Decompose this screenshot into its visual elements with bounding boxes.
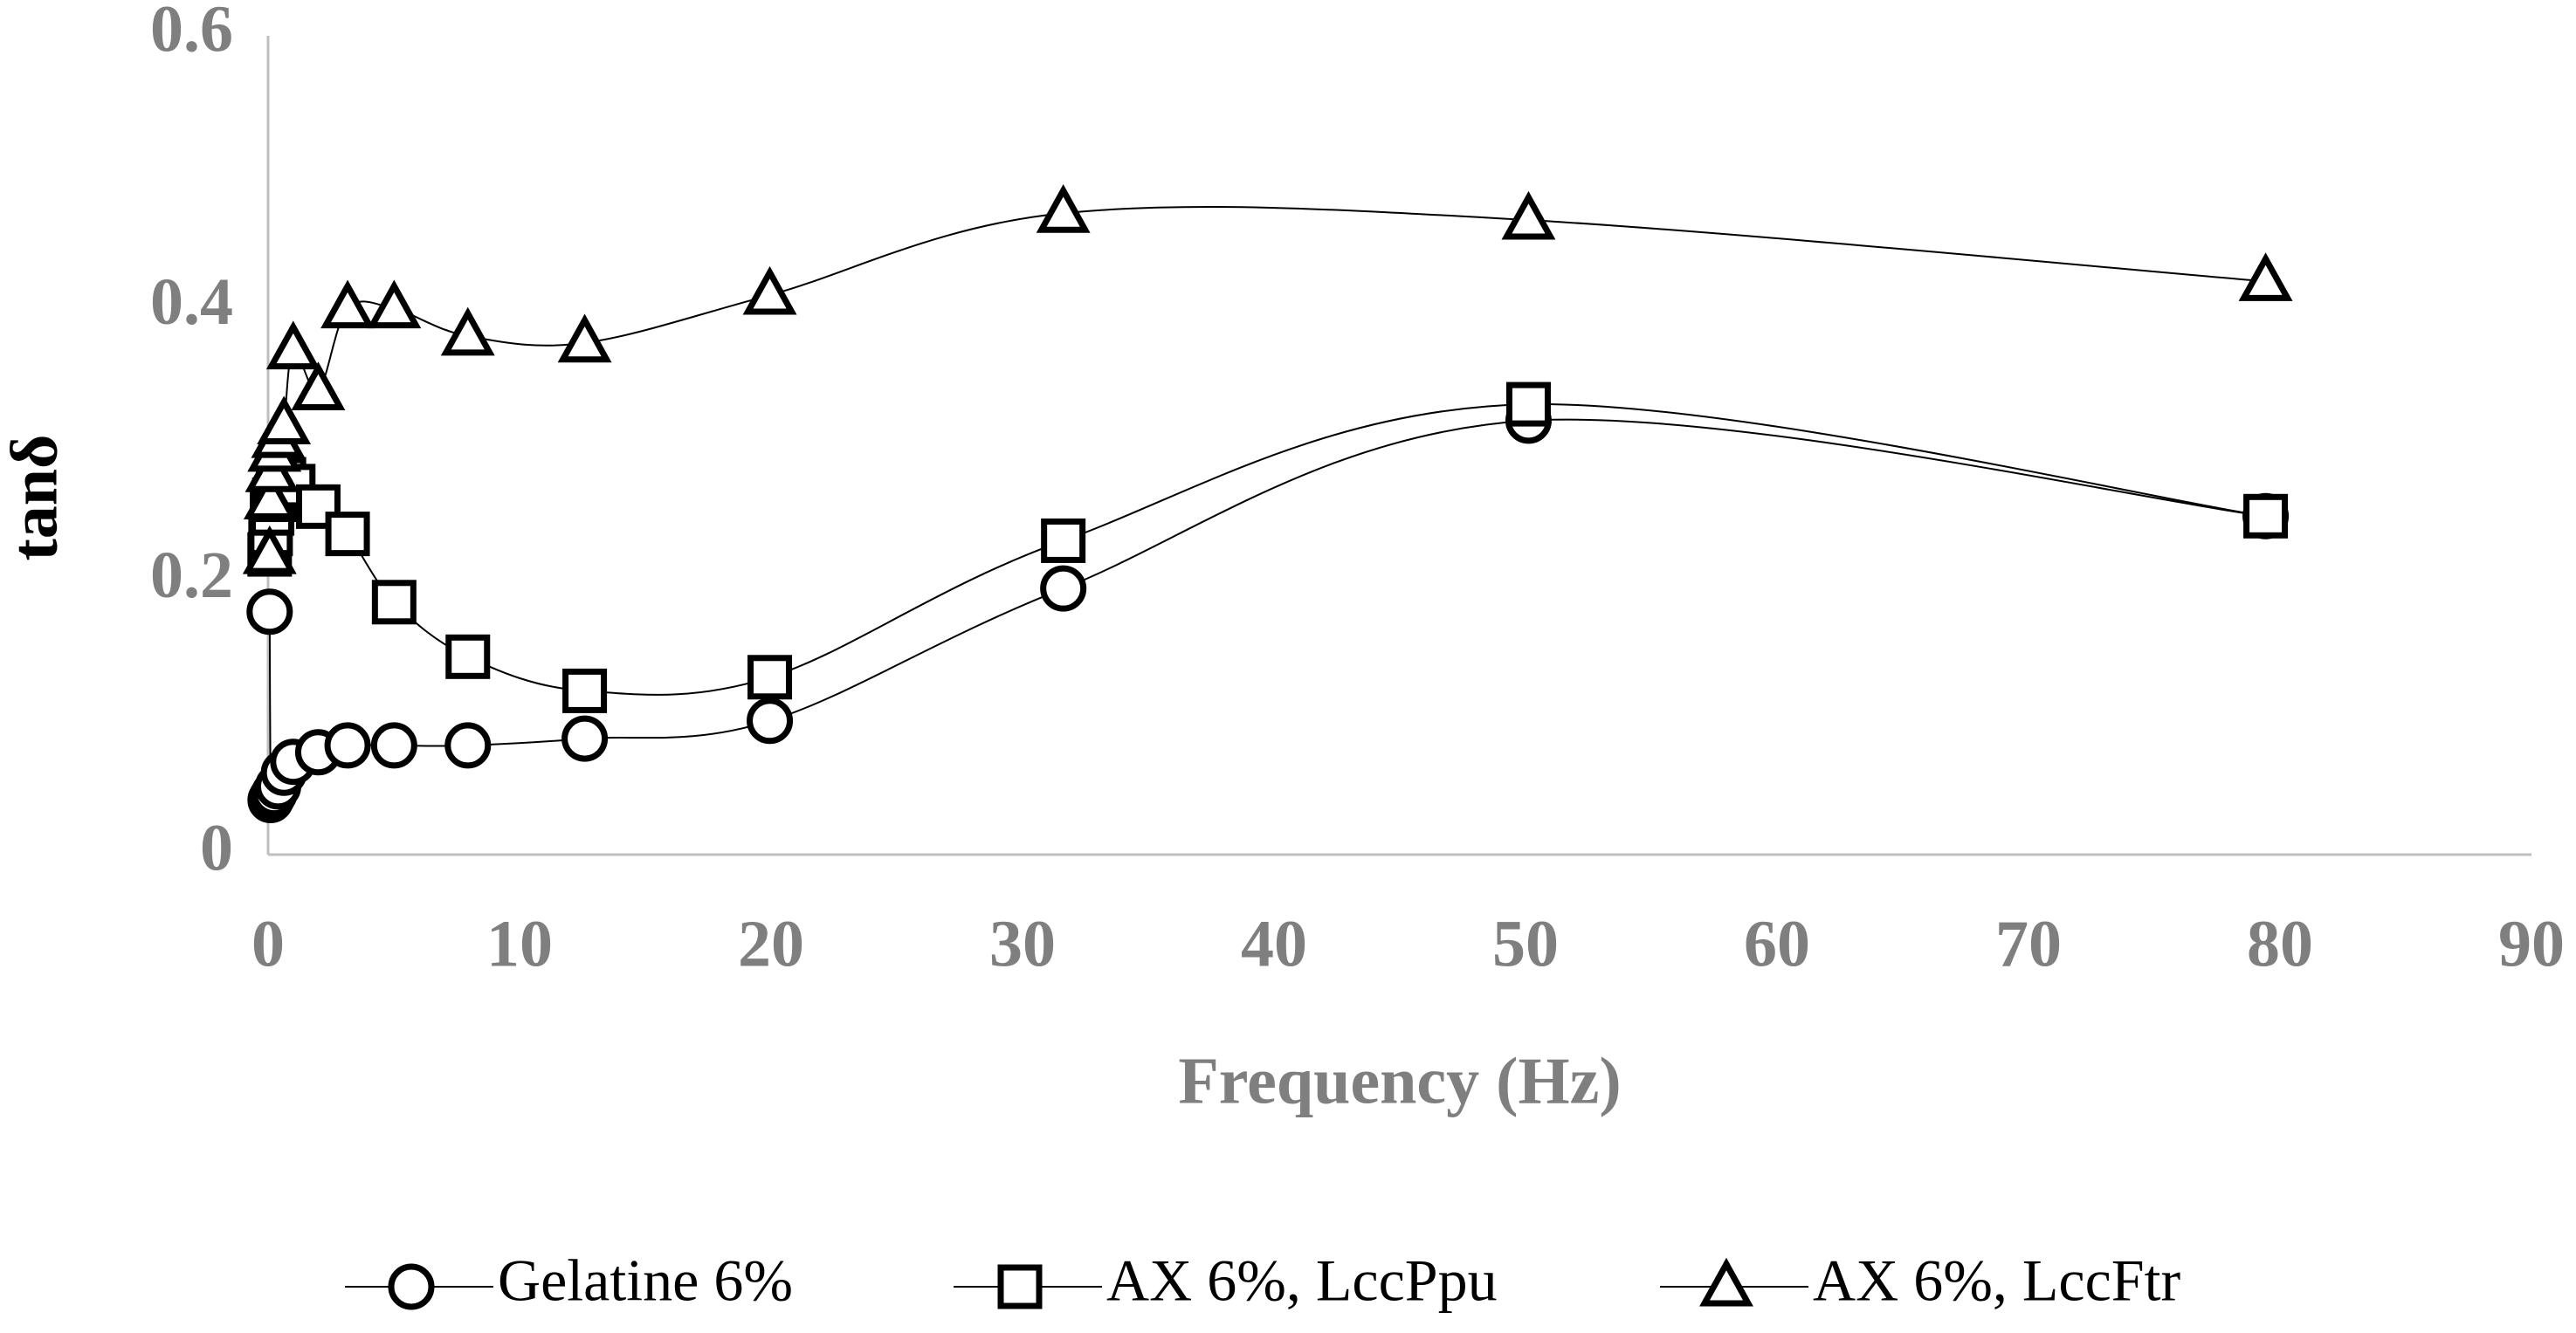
legend-label: AX 6%, LccPpu: [1106, 1247, 1498, 1314]
series-line: [268, 205, 2266, 555]
series-line: [268, 403, 2266, 696]
marker: [291, 361, 346, 410]
marker: [444, 722, 492, 769]
marker: [265, 320, 320, 370]
marker: [562, 668, 608, 713]
x-tick-label: 20: [738, 907, 804, 980]
x-tick-label: 0: [251, 907, 285, 980]
marker: [367, 279, 422, 329]
marker: [371, 580, 417, 625]
x-tick-label: 40: [1241, 907, 1307, 980]
y-tick-label: 0.4: [150, 265, 233, 339]
y-tick-label: 0: [200, 811, 233, 884]
x-tick-label: 80: [2247, 907, 2313, 980]
marker: [243, 471, 298, 520]
marker: [1041, 518, 1086, 563]
marker: [742, 265, 797, 315]
x-tick-label: 90: [2498, 907, 2565, 980]
y-axis-title: tanδ: [0, 434, 71, 560]
marker: [325, 512, 370, 557]
x-tick-label: 10: [486, 907, 553, 980]
marker: [747, 655, 793, 700]
marker: [246, 588, 293, 636]
marker: [747, 697, 794, 745]
marker: [440, 306, 495, 356]
x-tick-label: 60: [1744, 907, 1810, 980]
marker: [1505, 381, 1551, 427]
marker: [1699, 1257, 1753, 1307]
marker: [1501, 190, 1556, 240]
marker: [561, 715, 609, 762]
marker: [1036, 184, 1091, 233]
marker: [2243, 493, 2289, 539]
marker: [257, 395, 312, 445]
y-tick-label: 0.2: [150, 539, 233, 612]
marker: [370, 722, 417, 769]
legend-label: AX 6%, LccFtr: [1813, 1247, 2180, 1314]
marker: [324, 722, 371, 769]
x-axis-title: Frequency (Hz): [1178, 1044, 1621, 1117]
y-tick-label: 0.6: [150, 0, 233, 65]
marker: [557, 313, 612, 363]
x-tick-label: 30: [989, 907, 1056, 980]
marker: [997, 1264, 1043, 1309]
marker: [2238, 252, 2293, 301]
marker: [242, 525, 297, 574]
x-tick-label: 50: [1492, 907, 1559, 980]
legend-label: Gelatine 6%: [498, 1247, 793, 1314]
x-tick-label: 70: [1995, 907, 2062, 980]
marker: [388, 1263, 435, 1310]
marker: [1040, 565, 1087, 612]
marker: [320, 279, 375, 329]
marker: [445, 634, 491, 679]
